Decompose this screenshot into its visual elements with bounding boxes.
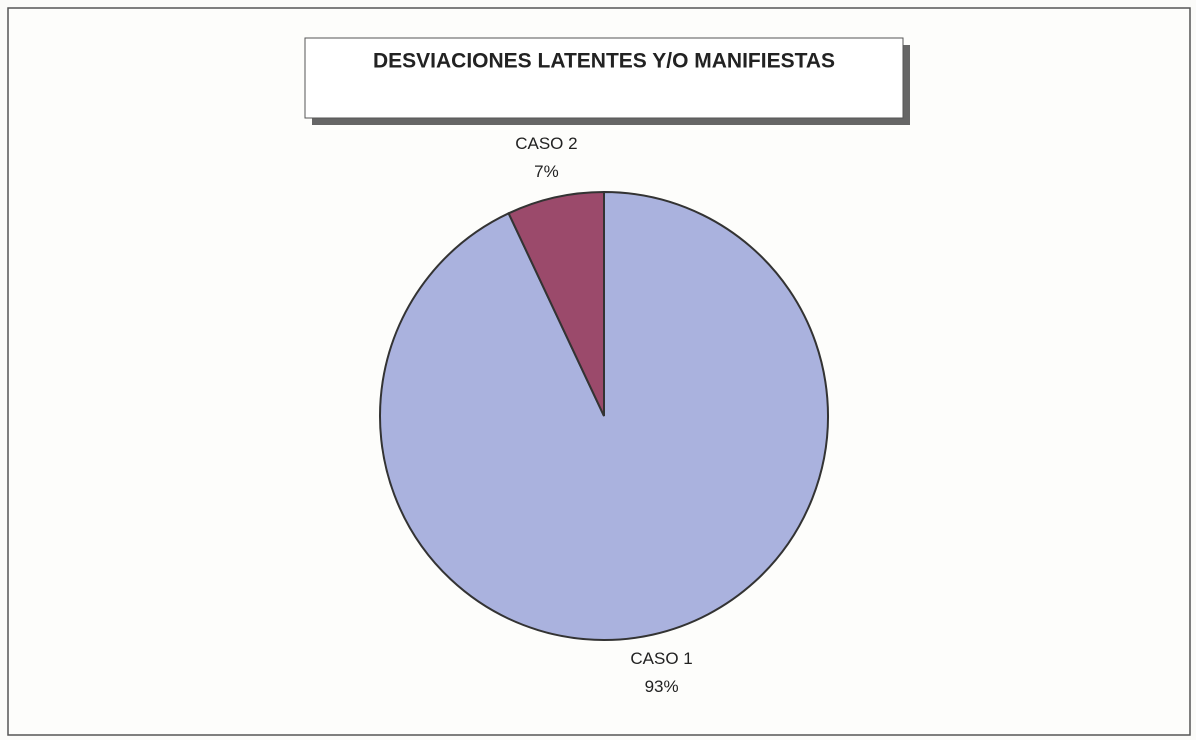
slice-label: CASO 2: [515, 134, 577, 153]
slice-value-label: 93%: [645, 677, 679, 696]
title-box: [304, 37, 904, 119]
slice-value-label: 7%: [534, 162, 559, 181]
chart-title: DESVIACIONES LATENTES Y/O MANIFIESTAS: [373, 50, 835, 73]
slice-label: CASO 1: [630, 649, 692, 668]
pie-slice: [507, 190, 605, 417]
